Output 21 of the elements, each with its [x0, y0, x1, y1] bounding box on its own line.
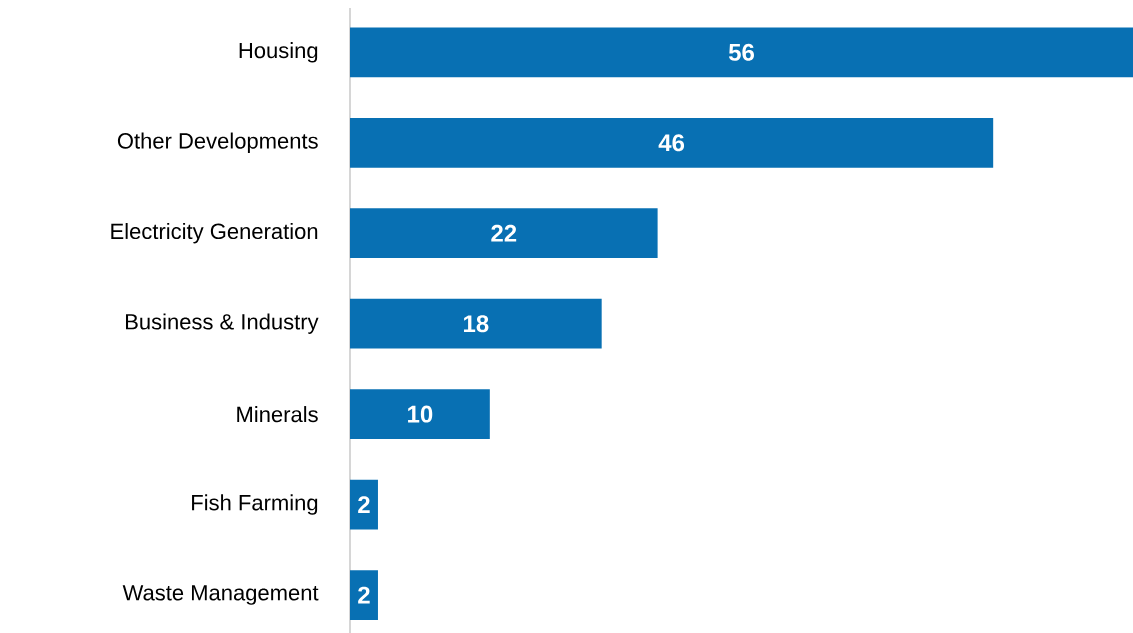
y-tick-label: Waste Management: [122, 585, 319, 605]
bar: [350, 298, 602, 349]
bar: [350, 208, 658, 259]
bar: [350, 27, 1133, 78]
bar: [350, 389, 490, 439]
y-tick-label: Minerals: [237, 406, 318, 423]
data-label: 18: [464, 315, 489, 333]
data-label: 56: [728, 43, 754, 61]
data-label: 10: [408, 405, 433, 423]
y-tick-label: Other Developments: [117, 132, 318, 154]
data-label: 22: [491, 224, 517, 242]
y-tick-label: Fish Farming: [192, 494, 318, 515]
y-tick-label: Housing: [239, 42, 318, 63]
data-label: 2: [358, 496, 370, 513]
y-tick-label: Electricity Generation: [111, 222, 318, 244]
bar: [350, 117, 994, 168]
bar: [350, 570, 378, 620]
y-tick-label: Business & Industry: [126, 313, 319, 334]
data-label: 2: [358, 586, 370, 604]
data-label: 46: [658, 134, 685, 152]
bar: [350, 479, 378, 530]
